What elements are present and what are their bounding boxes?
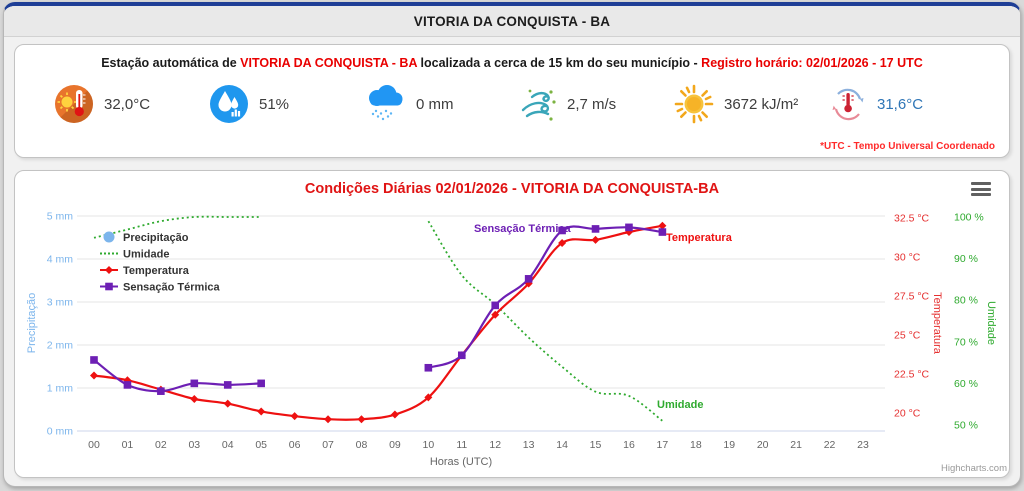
x-axis-label: 16 — [623, 439, 635, 451]
axis-tick-temp: 25 °C — [894, 330, 921, 342]
axis-tick-pct: 90 % — [954, 253, 978, 265]
metrics-row: 32,0°C 51% — [15, 83, 1009, 125]
x-axis-label: 17 — [657, 439, 669, 451]
axis-tick-temp: 27.5 °C — [894, 291, 930, 303]
highcharts-credits[interactable]: Highcharts.com — [941, 463, 1007, 474]
x-axis-label: 23 — [857, 439, 869, 451]
legend-item-temperatura[interactable]: Temperatura — [100, 265, 190, 277]
register-time: Registro horário: 02/01/2026 - 17 UTC — [701, 56, 923, 70]
chart-title: Condições Diárias 02/01/2026 - VITORIA D… — [304, 181, 720, 197]
titlebar: VITORIA DA CONQUISTA - BA — [4, 6, 1020, 37]
axis-tick-pct: 50 % — [954, 420, 978, 432]
series-label: Umidade — [657, 399, 703, 411]
axis-tick-mm: 0 mm — [47, 426, 74, 438]
page-title: VITORIA DA CONQUISTA - BA — [413, 13, 611, 29]
thermometer-sun-icon — [55, 85, 93, 123]
station-info-panel: Estação automática de VITORIA DA CONQUIS… — [14, 44, 1010, 158]
metric-precipitation-value: 0 mm — [416, 95, 454, 113]
axis-tick-temp: 22.5 °C — [894, 369, 930, 381]
x-axis-label: 03 — [188, 439, 200, 451]
utc-note: *UTC - Tempo Universal Coordenado — [820, 141, 995, 152]
series-temperatura — [90, 221, 667, 424]
x-axis-label: 06 — [289, 439, 301, 451]
x-axis-label: 00 — [88, 439, 100, 451]
x-axis-label: 15 — [590, 439, 602, 451]
axis-tick-pct: 80 % — [954, 295, 978, 307]
svg-text:Temperatura: Temperatura — [123, 265, 190, 277]
weather-widget: VITORIA DA CONQUISTA - BA Estação automá… — [3, 2, 1021, 487]
svg-text:Precipitação: Precipitação — [123, 232, 189, 244]
axis-tick-mm: 1 mm — [47, 383, 74, 395]
metric-thermal-sensation: 31,6°C — [828, 84, 983, 124]
x-axis-label: 11 — [456, 439, 467, 451]
axis-title-temp: Temperatura — [931, 292, 943, 355]
series-label: Sensação Térmica — [474, 223, 571, 235]
legend-item-umidade[interactable]: Umidade — [100, 248, 169, 260]
metric-precipitation: 0 mm — [363, 83, 518, 125]
metric-thermal-sensation-value: 31,6°C — [877, 95, 924, 113]
x-axis-label: 14 — [556, 439, 568, 451]
chart-menu-icon[interactable] — [971, 181, 991, 197]
x-axis-label: 09 — [389, 439, 401, 451]
legend-item-sensa-o-t-rmica[interactable]: Sensação Térmica — [100, 281, 220, 293]
metric-radiation: 3672 kJ/m² — [673, 83, 828, 125]
axis-tick-temp: 20 °C — [894, 408, 921, 420]
x-axis-title: Horas (UTC) — [430, 456, 492, 468]
thermal-cycle-icon — [832, 88, 864, 121]
x-axis-label: 10 — [423, 439, 435, 451]
axis-tick-mm: 4 mm — [47, 254, 74, 266]
series-umidade — [93, 215, 663, 422]
series-label: Temperatura — [666, 232, 733, 244]
rain-cloud-icon — [369, 85, 403, 121]
metric-temperature-value: 32,0°C — [104, 95, 151, 113]
station-name: VITORIA DA CONQUISTA - BA — [240, 56, 418, 70]
axis-tick-mm: 5 mm — [47, 211, 74, 223]
x-axis-label: 22 — [824, 439, 836, 451]
axis-tick-temp: 30 °C — [894, 252, 921, 264]
series-sensa-o-t-rmica — [90, 223, 667, 395]
x-axis-label: 08 — [356, 439, 368, 451]
station-description-prefix: Estação automática de — [101, 56, 241, 70]
chart-panel: Condições Diárias 02/01/2026 - VITORIA D… — [14, 170, 1010, 478]
sun-icon — [674, 84, 714, 124]
x-axis-label: 01 — [122, 439, 134, 451]
station-description-middle: localizada a cerca de 15 km do seu munic… — [417, 56, 702, 70]
metric-humidity: 51% — [208, 83, 363, 125]
metric-wind-value: 2,7 m/s — [567, 95, 617, 113]
x-axis-label: 19 — [723, 439, 735, 451]
axis-tick-pct: 60 % — [954, 378, 978, 390]
wind-icon — [521, 89, 556, 121]
x-axis-label: 18 — [690, 439, 702, 451]
legend-item-precipita-o[interactable]: Precipitação — [103, 231, 189, 244]
axis-tick-temp: 32.5 °C — [894, 213, 930, 225]
svg-text:Umidade: Umidade — [123, 248, 169, 260]
axis-tick-mm: 3 mm — [47, 297, 74, 309]
axis-tick-mm: 2 mm — [47, 340, 74, 352]
metric-temperature: 32,0°C — [53, 83, 208, 125]
x-axis-label: 20 — [757, 439, 769, 451]
humidity-icon — [210, 85, 248, 123]
x-axis-label: 12 — [489, 439, 501, 451]
x-axis-label: 13 — [523, 439, 535, 451]
x-axis-label: 21 — [790, 439, 802, 451]
axis-tick-pct: 70 % — [954, 336, 978, 348]
metric-humidity-value: 51% — [259, 95, 290, 113]
metric-radiation-value: 3672 kJ/m² — [724, 95, 799, 113]
axis-title-pct: Umidade — [985, 301, 997, 345]
svg-text:Sensação Térmica: Sensação Térmica — [123, 281, 220, 293]
axis-title-mm: Precipitação — [26, 293, 38, 354]
metric-wind: 2,7 m/s — [518, 83, 673, 125]
chart: 0 mm 1 mm 2 mm 3 mm 4 mm 5 mm Precipitação 20 °… — [26, 211, 1007, 475]
axis-tick-pct: 100 % — [954, 212, 984, 224]
x-axis-label: 05 — [255, 439, 267, 451]
station-description: Estação automática de VITORIA DA CONQUIS… — [15, 45, 1009, 70]
x-axis-label: 04 — [222, 439, 234, 451]
x-axis-label: 07 — [322, 439, 334, 451]
x-axis-label: 02 — [155, 439, 167, 451]
